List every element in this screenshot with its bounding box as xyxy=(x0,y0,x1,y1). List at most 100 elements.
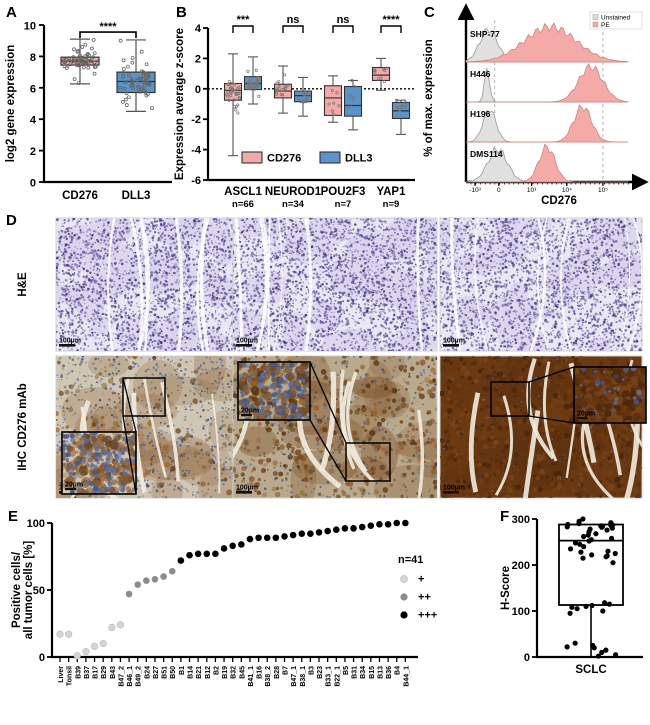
panel-b-box-neurod1-cd276 xyxy=(273,65,293,114)
panel-e-category-label: B49_2 xyxy=(136,666,143,687)
panel-f-data-point xyxy=(576,521,582,527)
panel-b-ytick: 0 xyxy=(195,84,201,96)
panel-e-legend-label: +++ xyxy=(418,610,437,622)
panel-e-legend-label: ++ xyxy=(418,592,431,604)
panel-b-ylabel: Expression average z-score xyxy=(174,28,186,180)
panel-c-xtick: -10³ xyxy=(469,187,481,194)
panel-e-data-point xyxy=(116,621,125,629)
panel-f-data-point xyxy=(589,552,595,558)
panel-f-data-point xyxy=(586,538,592,544)
panel-a-category: DLL3 xyxy=(122,190,151,202)
panel-e-data-point xyxy=(65,630,73,638)
panel-e-data-point xyxy=(194,550,202,558)
panel-b-category: NEUROD1 xyxy=(265,186,322,198)
panel-e-category-label: B12 xyxy=(205,666,212,679)
panel-c-row-shp77: SHP-77 xyxy=(465,22,629,63)
panel-c-xtick: 10³ xyxy=(527,187,537,194)
panel-e-category-label: B22_1 xyxy=(334,666,341,687)
panel-b-category: YAP1 xyxy=(377,186,407,198)
panel-e-category-label: B15 xyxy=(369,666,376,679)
panel-a-ytick: 2 xyxy=(30,146,36,158)
panel-d-scalebar-label: 100µm xyxy=(443,485,465,492)
panel-e-data-point xyxy=(350,525,357,532)
panel-c-row-h196: H196 xyxy=(465,104,628,143)
panel-d-inset-scalebar-label: 20µm xyxy=(577,411,595,418)
panel-d-inset-2: 20µm xyxy=(237,361,391,482)
panel-c-row-dms114: DMS114 xyxy=(465,143,628,183)
panel-e-category-label: B41_1 xyxy=(248,666,255,687)
panel-e-legend-label: + xyxy=(418,574,424,586)
panel-letter-d: D xyxy=(6,212,17,229)
panel-b-category-n: n=9 xyxy=(383,199,400,210)
panel-d-he-image-1: 100µm xyxy=(55,217,235,352)
panel-f-data-point xyxy=(567,610,573,616)
panel-c-xtick: 10⁵ xyxy=(598,187,608,194)
panel-f-data-point xyxy=(564,524,570,530)
panel-c-xlabel: CD276 xyxy=(541,195,577,207)
panel-b-category-n: n=66 xyxy=(232,199,254,210)
panel-d-he-image-3: 100µm xyxy=(439,217,643,352)
panel-e-ytick: 50 xyxy=(33,585,45,597)
panel-e-category-label: B28 xyxy=(274,666,281,679)
panel-f-data-point xyxy=(583,603,589,609)
panel-e-category-label: B46_1 xyxy=(127,666,134,687)
panel-e-data-point xyxy=(289,531,297,539)
panel-f-data-point xyxy=(612,652,619,658)
panel-f-data-point xyxy=(567,546,574,552)
panel-e-category-label: B1 xyxy=(179,666,186,675)
panel-e-category-label: B47_2 xyxy=(118,666,125,687)
panel-e-legend-n: n=41 xyxy=(398,554,423,566)
panel-e-data-point xyxy=(229,542,236,550)
panel-e-data-point xyxy=(125,590,133,598)
panel-f-chart: 0 100 200 300 H-Score SCLC xyxy=(500,514,643,676)
panel-f-data-point xyxy=(577,541,583,547)
panel-c-cellline-label: DMS114 xyxy=(470,149,503,159)
panel-e-category-label: B43 xyxy=(110,666,117,679)
panel-f-data-point xyxy=(572,640,578,646)
panel-e-data-point xyxy=(177,557,185,564)
panel-d-inset-3: 20µm xyxy=(490,366,647,424)
panel-e-category-label: B23 xyxy=(317,666,324,679)
panel-e-data-point xyxy=(393,519,401,527)
panel-e-data-point xyxy=(255,534,262,542)
panel-b-legend-label: CD276 xyxy=(267,153,301,165)
panel-e-category-label: B31 xyxy=(352,666,359,679)
panel-f-data-point xyxy=(604,527,610,533)
panel-a-box-cd276 xyxy=(60,38,100,85)
panel-b-ytick: 4 xyxy=(195,23,202,35)
panel-e-category-label: B39 xyxy=(75,666,82,679)
panel-e-data-point xyxy=(307,530,314,538)
panel-e-legend-dot xyxy=(400,611,408,619)
panel-e-data-point xyxy=(298,530,306,538)
panel-f-data-point xyxy=(599,524,605,530)
panel-e-category-label: B7 xyxy=(282,666,289,675)
panel-e-category-label: B2 xyxy=(213,666,220,675)
panel-f-data-point xyxy=(599,649,605,655)
panel-b-category-n: n=34 xyxy=(282,199,305,210)
panel-e-data-point xyxy=(358,523,366,531)
panel-f-data-point xyxy=(580,555,586,561)
panel-e-category-label: B17 xyxy=(93,666,100,679)
panel-letter-b: B xyxy=(176,4,187,21)
panel-e-chart: 0 50 100 Positive cells/all tumor cells [%]… xyxy=(11,518,437,687)
panel-c-legend-label: Unstained xyxy=(601,14,631,21)
panel-e-category-label: B38_2 xyxy=(265,666,272,687)
panel-letter-a: A xyxy=(6,4,17,21)
panel-e-data-point xyxy=(56,630,64,638)
panel-e-category-label: B21 xyxy=(196,666,203,679)
panel-e-category-label: B32 xyxy=(231,666,238,679)
panel-f-data-point xyxy=(606,601,613,607)
panel-e-data-point xyxy=(168,567,176,575)
panel-f-box xyxy=(558,516,624,659)
panel-e-legend-dot xyxy=(400,593,408,601)
panel-e-ytick: 100 xyxy=(27,518,45,530)
panel-f-data-point xyxy=(602,600,608,606)
panel-e-data-point xyxy=(90,642,99,650)
panel-e-category-label: B33_1 xyxy=(326,666,333,687)
panel-e-category-label: B50 xyxy=(170,666,177,679)
panel-f-data-point xyxy=(572,540,579,546)
panel-c-xtick: 10⁴ xyxy=(562,187,572,194)
panel-b-significance: *** xyxy=(237,14,251,26)
panel-e-data-point xyxy=(384,521,392,528)
